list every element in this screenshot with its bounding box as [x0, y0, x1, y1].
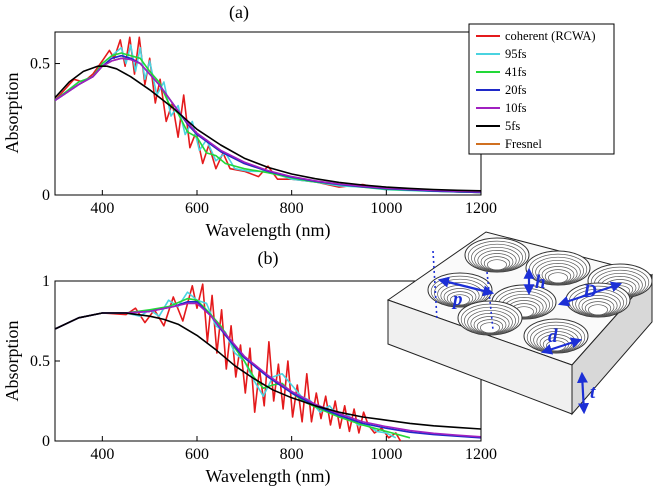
thickness-arrow — [576, 371, 590, 415]
legend-label: 41fs — [505, 65, 527, 79]
legend-label: coherent (RCWA) — [505, 29, 596, 43]
period-guide-left — [432, 250, 438, 321]
plot-b-xlabel: Wavelength (nm) — [205, 466, 330, 487]
plot-b-series — [55, 283, 481, 441]
diameter-D-arrow — [557, 281, 623, 307]
panel-b-label: (b) — [258, 248, 279, 269]
plot-a-y-ticks: 00.5 — [30, 56, 60, 204]
plot-a-xlabel: Wavelength (nm) — [205, 220, 330, 241]
plot-a-xtick-label: 1200 — [465, 200, 497, 217]
plot-a-xtick-label: 600 — [185, 200, 209, 217]
label-p: p — [451, 289, 463, 310]
plot-b-series-5fs — [55, 312, 481, 430]
plot-a-ytick-label: 0.5 — [30, 56, 50, 73]
plot-b-series-coherent-rcwa- — [55, 283, 402, 441]
plot-b-series-10fs — [55, 302, 481, 438]
label-d: d — [548, 326, 558, 347]
plot-b-xtick-label: 600 — [185, 446, 209, 463]
plot-b-ylabel: Absorption — [2, 321, 22, 402]
label-t: t — [590, 382, 596, 403]
hole — [464, 237, 530, 273]
diameter-d-arrow — [540, 337, 583, 355]
plot-b: 400 600 800 1000 1200 00.51 Wavelength (nm) … — [2, 273, 497, 487]
plot-b-ytick-label: 0.5 — [30, 353, 50, 370]
legend-label: 5fs — [505, 119, 520, 133]
plot-a-series — [55, 36, 481, 194]
period-arrow — [437, 276, 495, 297]
plot-b-ytick-label: 0 — [42, 433, 50, 450]
plot-b-y-ticks: 00.51 — [30, 273, 60, 450]
plot-b-series-41fs — [55, 297, 411, 439]
label-D: D — [582, 281, 597, 302]
plot-b-x-ticks: 400 600 800 1000 1200 — [90, 436, 497, 463]
plot-a-series-20fs — [55, 54, 481, 194]
plot-a: 400 600 800 1000 1200 00.5 Wavelength (nm) A… — [2, 31, 497, 241]
plot-a-xtick-label: 800 — [280, 200, 304, 217]
legend: coherent (RCWA) 95fs 41fs 20fs 10fs 5fs Fresne… — [468, 23, 615, 155]
plot-a-series-5fs — [55, 65, 481, 192]
plot-b-ytick-label: 1 — [42, 273, 50, 290]
hole — [565, 282, 631, 318]
label-h: h — [535, 272, 546, 293]
plot-a-x-ticks: 400 600 800 1000 1200 — [90, 190, 497, 217]
plot-a-xtick-label: 1000 — [370, 200, 402, 217]
legend-label: 20fs — [505, 83, 527, 97]
plot-b-xtick-label: 800 — [280, 446, 304, 463]
plot-b-xtick-label: 1000 — [370, 446, 402, 463]
hole — [457, 300, 523, 336]
plot-a-series-coherent-rcwa- — [55, 36, 481, 194]
hole-array-schematic: p h D d t — [386, 231, 653, 416]
legend-label: 95fs — [505, 47, 527, 61]
plot-a-ytick-label: 0 — [42, 187, 50, 204]
plot-a-ylabel: Absorption — [2, 73, 22, 154]
plot-a-xtick-label: 400 — [90, 200, 114, 217]
plot-b-xtick-label: 400 — [90, 446, 114, 463]
legend-label: 10fs — [505, 101, 527, 115]
panel-a-label: (a) — [229, 2, 249, 23]
plot-b-xtick-label: 1200 — [465, 446, 497, 463]
legend-label: Fresnel — [505, 137, 542, 151]
